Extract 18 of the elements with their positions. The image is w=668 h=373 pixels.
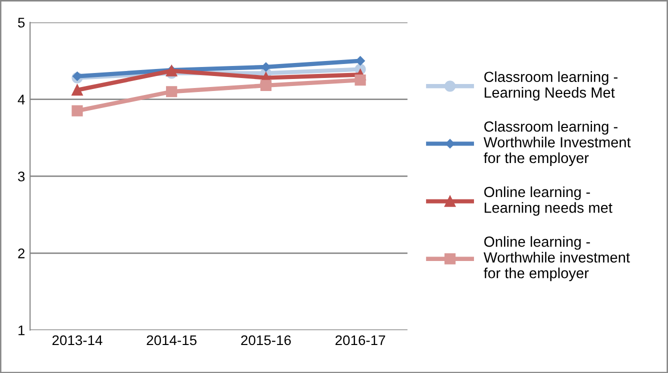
y-tick-label: 3 — [18, 172, 25, 182]
x-tick-label: 2013-14 — [52, 335, 102, 346]
y-tick-label: 2 — [18, 248, 24, 258]
point — [72, 84, 83, 96]
y-tick-label: 4 — [18, 94, 25, 104]
point — [260, 80, 272, 92]
x-tick-label: 2016-17 — [336, 335, 386, 346]
legend-label: Classroom learning - Learning Needs Met — [484, 71, 618, 101]
y-tick-label: 5 — [18, 18, 25, 28]
point — [354, 74, 366, 86]
point — [166, 86, 178, 98]
x-tick-label: 2015-16 — [241, 335, 291, 346]
x-tick-label: 2014-15 — [146, 335, 196, 346]
legend-label: Online learning - Learning needs met — [484, 186, 612, 216]
y-tick-label: 1 — [18, 326, 25, 336]
legend-label: Classroom learning - Worthwhile Investment for the employer — [484, 121, 631, 166]
legend-label: Online learning - Worthwhile investment for the employer — [484, 236, 630, 282]
point — [72, 105, 83, 116]
